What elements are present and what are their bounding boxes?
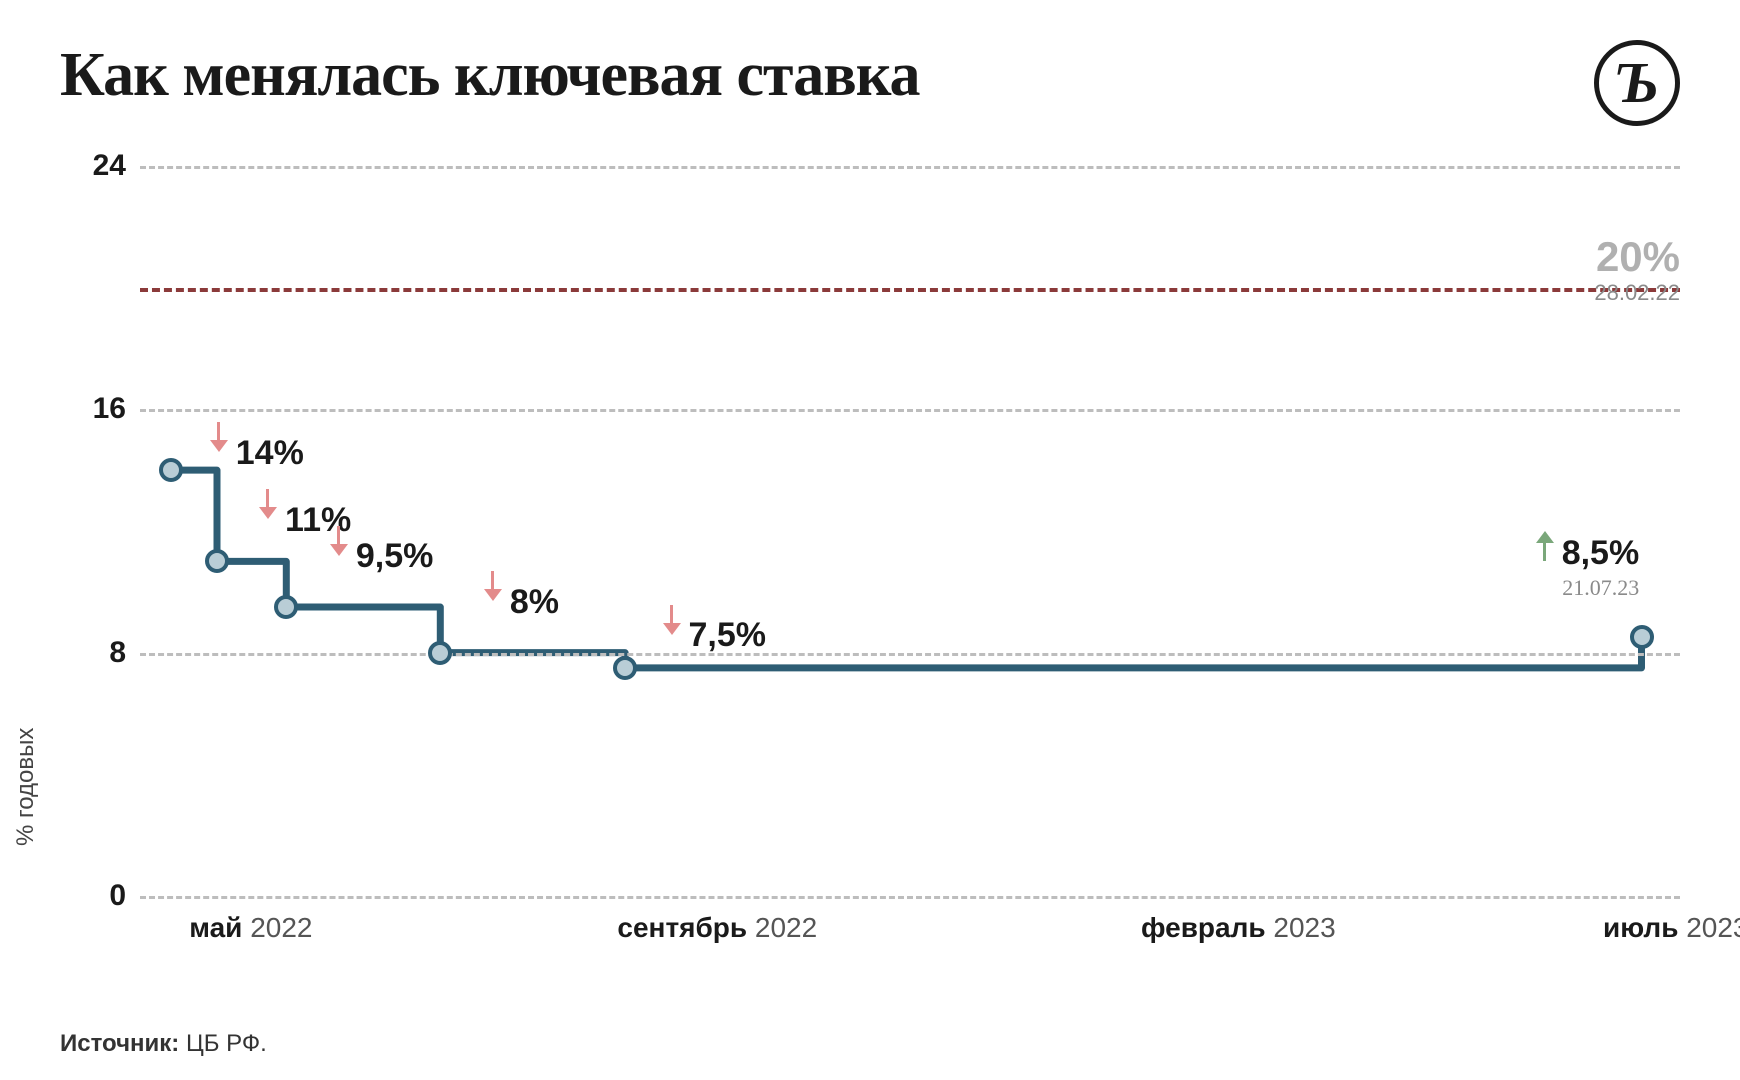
source-label: Источник: [60, 1030, 179, 1057]
x-tick-label: июль 2023 [1603, 912, 1740, 944]
chart-title: Как менялась ключевая ставка [60, 40, 920, 111]
y-tick-label: 16 [93, 392, 126, 426]
data-point-label: 14% [208, 434, 304, 473]
y-tick-label: 24 [93, 149, 126, 183]
y-tick-label: 8 [109, 636, 126, 670]
source-line: Источник: ЦБ РФ. [60, 1030, 267, 1058]
gridline [140, 166, 1680, 169]
x-tick-label: февраль 2023 [1141, 912, 1336, 944]
arrow-down-icon [328, 546, 350, 568]
data-point-value: 14% [236, 434, 304, 473]
data-point-marker [613, 656, 637, 680]
data-point-label: 9,5% [328, 537, 434, 576]
logo-letter: Ъ [1615, 54, 1659, 112]
kommersant-logo-icon: Ъ [1594, 40, 1680, 126]
reference-value: 20% [1594, 236, 1680, 278]
arrow-down-icon [208, 442, 230, 464]
arrow-down-icon [257, 509, 279, 531]
data-point-label: 8% [482, 583, 559, 622]
data-point-label: 7,5% [661, 616, 767, 655]
data-point-value: 7,5% [689, 616, 767, 655]
data-point-marker [1630, 625, 1654, 649]
data-point-value: 8,5% [1562, 534, 1640, 573]
data-point-value: 9,5% [356, 537, 434, 576]
data-point-label-block: 8,5%21.07.23 [1534, 534, 1640, 601]
arrow-up-icon [1534, 543, 1556, 565]
reference-line [140, 288, 1680, 292]
gridline [140, 653, 1680, 656]
data-point-marker [159, 458, 183, 482]
x-tick-label: сентябрь 2022 [617, 912, 817, 944]
data-point-label: 8,5% [1534, 534, 1640, 573]
x-tick-label: май 2022 [189, 912, 312, 944]
data-point-marker [428, 641, 452, 665]
header: Как менялась ключевая ставка Ъ [60, 40, 1680, 126]
data-point-value: 11% [285, 501, 351, 540]
source-value: ЦБ РФ. [186, 1030, 267, 1057]
arrow-down-icon [482, 591, 504, 613]
infographic-container: Как менялась ключевая ставка Ъ % годовых… [0, 0, 1740, 1080]
plot-region: 08162420%28.02.22май 2022сентябрь 2022фе… [140, 166, 1680, 896]
gridline [140, 409, 1680, 412]
reference-label: 20%28.02.22 [1594, 236, 1680, 306]
data-point-value: 8% [510, 583, 559, 622]
y-axis-label: % годовых [12, 728, 40, 846]
gridline [140, 896, 1680, 899]
step-line-svg [140, 166, 1680, 896]
chart-area: % годовых 08162420%28.02.22май 2022сентя… [60, 166, 1680, 986]
y-tick-label: 0 [109, 879, 126, 913]
reference-date: 28.02.22 [1594, 280, 1680, 306]
data-point-date: 21.07.23 [1534, 575, 1640, 601]
arrow-down-icon [661, 625, 683, 647]
